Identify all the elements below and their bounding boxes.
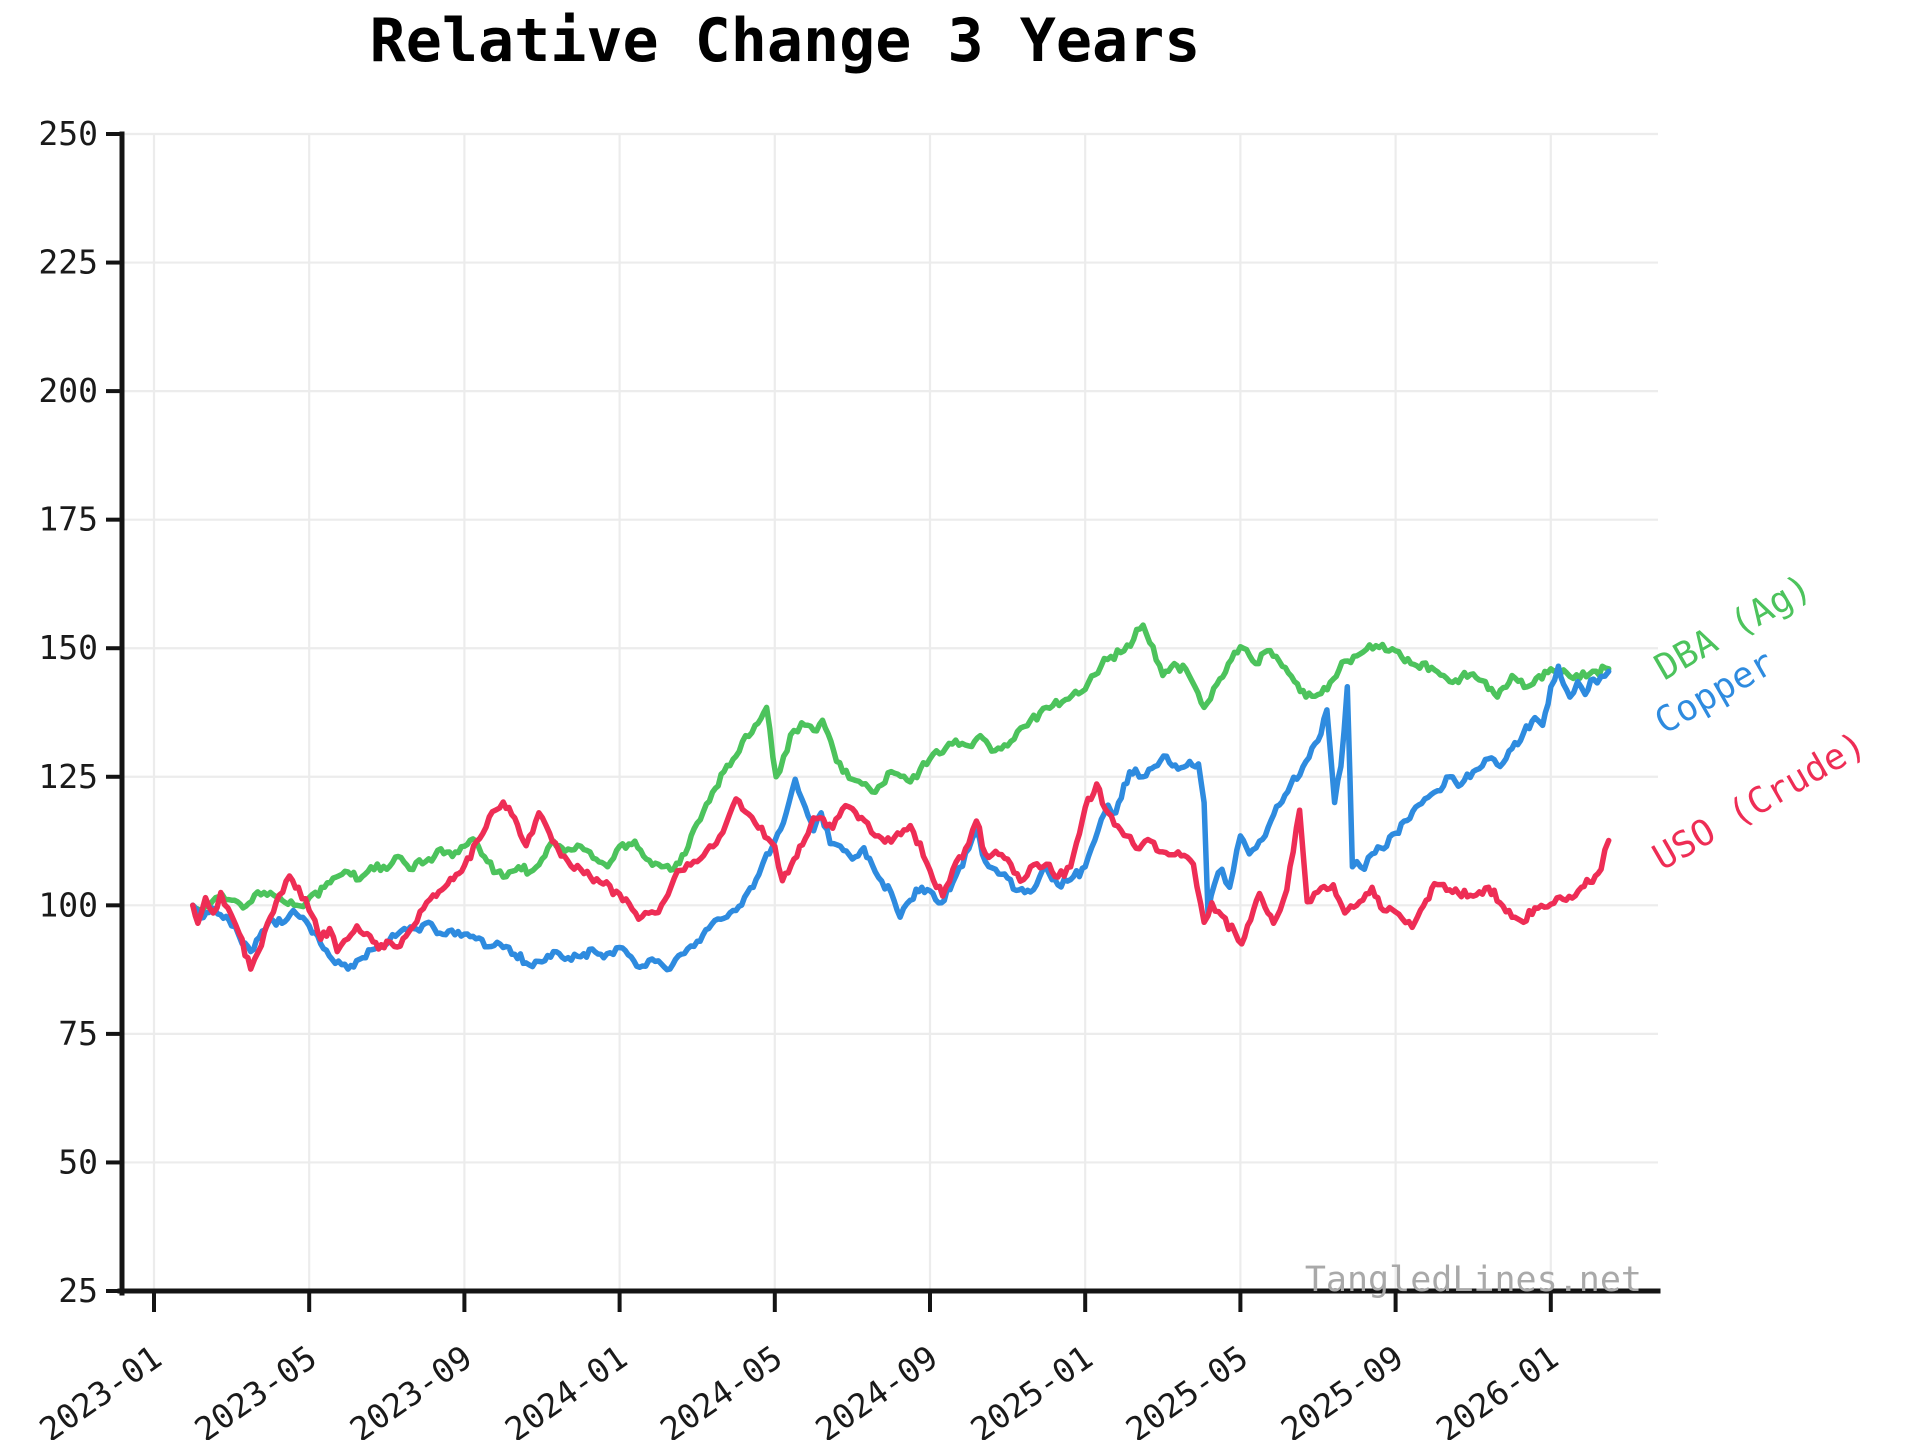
- y-tick-label: 150: [38, 628, 98, 667]
- x-tick-label: 2026-01: [1429, 1338, 1565, 1440]
- y-tick-label: 200: [38, 371, 98, 410]
- x-tick-label: 2023-01: [32, 1338, 168, 1440]
- y-tick-label: 25: [58, 1271, 98, 1310]
- chart-title: Relative Change 3 Years: [369, 6, 1201, 76]
- x-tick-label: 2025-01: [963, 1338, 1099, 1440]
- x-tick-label: 2024-05: [653, 1338, 789, 1440]
- y-tick-label: 225: [38, 243, 98, 282]
- x-tick-label: 2023-05: [187, 1338, 323, 1440]
- series-label-uso-crude: USO (Crude): [1646, 724, 1873, 879]
- y-tick-label: 250: [38, 114, 98, 153]
- y-tick-label: 100: [38, 885, 98, 924]
- watermark: TangledLines.net: [1304, 1260, 1642, 1300]
- y-tick-label: 50: [58, 1142, 98, 1181]
- ticks: [106, 132, 1553, 1312]
- series-line-dba-ag: [190, 622, 1612, 914]
- x-tick-label: 2025-05: [1119, 1338, 1255, 1440]
- gridlines: [122, 132, 1658, 1293]
- y-tick-label: 75: [58, 1014, 98, 1053]
- series-lines: [190, 622, 1612, 973]
- x-tick-label: 2025-09: [1274, 1338, 1410, 1440]
- series-line-copper: [190, 663, 1612, 973]
- y-tick-label: 175: [38, 500, 98, 539]
- series-line-uso-crude: [190, 781, 1612, 972]
- x-tick-label: 2023-09: [343, 1338, 479, 1440]
- x-tick-label: 2024-09: [808, 1338, 944, 1440]
- y-tick-label: 125: [38, 757, 98, 796]
- x-tick-label: 2024-01: [498, 1338, 634, 1440]
- axes: [117, 131, 1661, 1296]
